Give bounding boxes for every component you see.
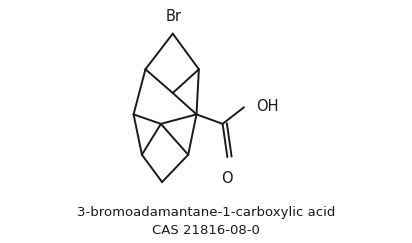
Text: CAS 21816-08-0: CAS 21816-08-0 <box>152 224 260 237</box>
Text: Br: Br <box>166 9 181 24</box>
Text: 3-bromoadamantane-1-carboxylic acid: 3-bromoadamantane-1-carboxylic acid <box>77 206 335 219</box>
Text: O: O <box>222 171 233 186</box>
Text: OH: OH <box>256 99 279 113</box>
